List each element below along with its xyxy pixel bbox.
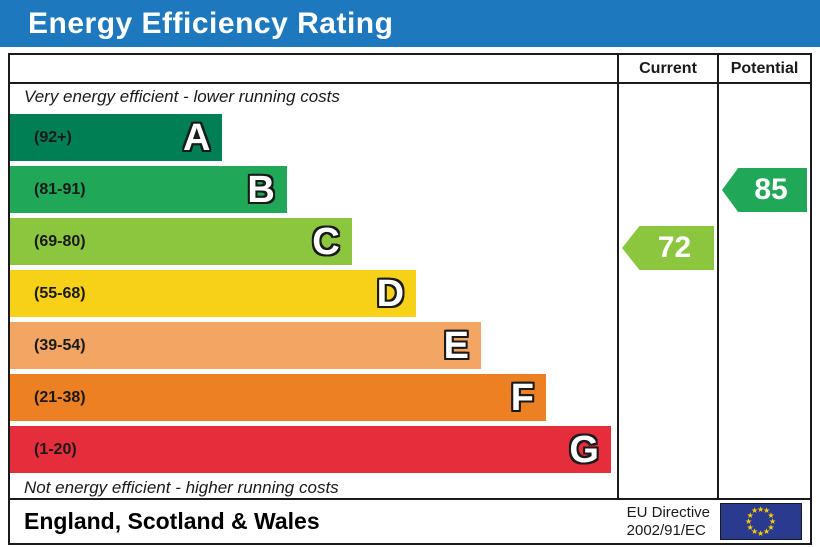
rating-scale-column: Very energy efficient - lower running co… — [10, 84, 617, 498]
band-range-label: (55-68) — [34, 284, 86, 302]
band-bar-F: (21-38) F — [10, 374, 546, 421]
current-column: 72 — [617, 84, 717, 498]
title-bar: Energy Efficiency Rating — [0, 0, 820, 47]
eu-flag-star: ★ — [745, 516, 753, 526]
eu-flag-star: ★ — [767, 510, 775, 520]
table-header-row: Current Potential — [10, 55, 810, 84]
eu-directive-label: EU Directive 2002/91/EC — [627, 504, 710, 540]
band-bar-A: (92+) A — [10, 114, 223, 161]
energy-rating-table: Current Potential Very energy efficient … — [8, 53, 812, 545]
band-bar-G: (1-20) G — [10, 426, 611, 473]
top-note: Very energy efficient - lower running co… — [24, 87, 340, 106]
column-header-potential: Potential — [717, 55, 810, 82]
band-letter: A — [182, 116, 211, 159]
current-rating-value: 72 — [657, 231, 692, 264]
band-range-label: (69-80) — [34, 232, 86, 250]
band-range-label: (21-38) — [34, 388, 86, 406]
eu-flag-star: ★ — [769, 516, 777, 526]
potential-rating-value: 85 — [754, 173, 788, 206]
band-bar-B: (81-91) B — [10, 166, 287, 213]
band-letter: E — [443, 324, 470, 367]
footer-region-label: England, Scotland & Wales — [24, 508, 320, 534]
eu-flag-star: ★ — [763, 506, 771, 516]
rating-bands: (92+) A (81-91) B (69-80) C (55-68) D (39-54) E (2… — [10, 114, 617, 473]
potential-rating-arrow: 85 — [722, 168, 807, 212]
band-bar-E: (39-54) E — [10, 322, 482, 369]
band-row-E: (39-54) E — [10, 322, 617, 369]
band-row-C: (69-80) C — [10, 218, 617, 265]
table-footer: England, Scotland & Wales EU Directive 2… — [10, 498, 810, 543]
page-title: Energy Efficiency Rating — [28, 6, 394, 40]
band-range-label: (81-91) — [34, 180, 86, 198]
band-row-A: (92+) A — [10, 114, 617, 161]
table-body: Very energy efficient - lower running co… — [10, 84, 810, 498]
eu-flag-star: ★ — [757, 528, 765, 538]
eu-flag-icon: ★ ★ ★ ★ ★ ★ ★ ★ ★ ★ ★ ★ — [720, 503, 802, 540]
band-range-label: (1-20) — [34, 440, 77, 458]
eu-directive-line2: 2002/91/EC — [626, 521, 706, 539]
band-range-label: (39-54) — [34, 336, 86, 354]
eu-flag-star: ★ — [746, 522, 754, 532]
bottom-note: Not energy efficient - higher running co… — [24, 478, 339, 497]
chart-header-cell — [10, 55, 617, 82]
band-letter: F — [510, 376, 534, 419]
band-letter: G — [569, 428, 599, 471]
band-bar-C: (69-80) C — [10, 218, 352, 265]
eu-flag-star: ★ — [767, 522, 775, 532]
eu-flag-star: ★ — [751, 506, 759, 516]
band-letter: D — [376, 272, 405, 315]
footer-right-group: EU Directive 2002/91/EC ★ ★ ★ ★ ★ ★ ★ ★ ★ ★ ★ ★ — [627, 503, 802, 540]
column-header-current: Current — [617, 55, 717, 82]
band-row-G: (1-20) G — [10, 426, 617, 473]
eu-flag-star: ★ — [763, 526, 771, 536]
eu-flag-star: ★ — [757, 504, 765, 514]
band-row-B: (81-91) B — [10, 166, 617, 213]
eu-flag-star: ★ — [751, 526, 759, 536]
band-row-D: (55-68) D — [10, 270, 617, 317]
potential-column: 85 — [717, 84, 810, 498]
band-range-label: (92+) — [34, 128, 72, 146]
band-letter: B — [247, 168, 275, 211]
band-letter: C — [312, 220, 340, 263]
current-rating-arrow: 72 — [622, 226, 714, 270]
band-bar-D: (55-68) D — [10, 270, 417, 317]
eu-directive-line1: EU Directive — [626, 503, 710, 521]
eu-flag-star: ★ — [746, 510, 754, 520]
band-row-F: (21-38) F — [10, 374, 617, 421]
